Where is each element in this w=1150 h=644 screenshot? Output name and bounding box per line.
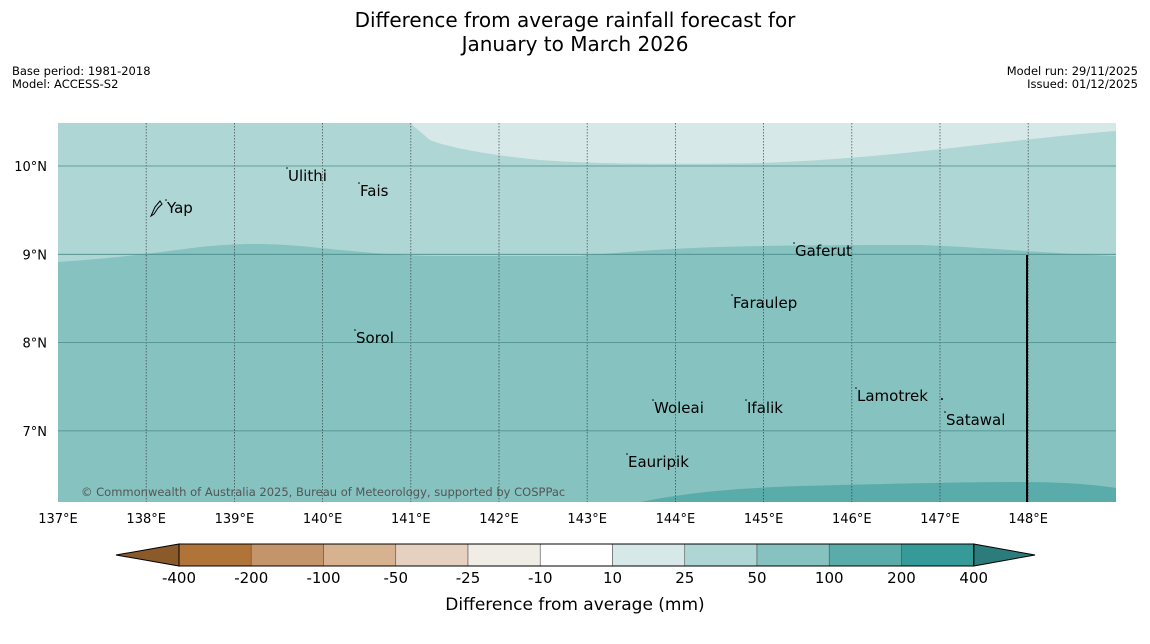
title-line-1: Difference from average rainfall forecas… [354, 8, 796, 32]
place-label-faraulep: Faraulep [733, 294, 797, 312]
island-marker [793, 242, 795, 244]
lon-tick-label: 138°E [126, 512, 166, 527]
island-marker [165, 199, 167, 201]
island-marker [354, 329, 356, 331]
place-label-eauripik: Eauripik [628, 453, 689, 471]
colorbar-tick-label: 100 [815, 569, 844, 587]
colorbar-segment [395, 543, 469, 567]
lat-tick-label: 8°N [23, 337, 48, 352]
lon-tick-label: 147°E [920, 512, 960, 527]
copyright-text: © Commonwealth of Australia 2025, Bureau… [81, 485, 565, 499]
island-marker [358, 182, 360, 184]
colorbar-tick-label: 400 [959, 569, 988, 587]
meta-left: Base period: 1981-2018 Model: ACCESS-S2 [12, 65, 151, 91]
place-label-lamotrek: Lamotrek [857, 387, 928, 405]
colorbar-segment [901, 543, 975, 567]
gridlines [58, 123, 1116, 502]
colorbar-segment [684, 543, 758, 567]
colorbar-legend: -400 -200 -100 -50 -25 -10 10 25 50 100 200 400 [115, 543, 1036, 587]
colorbar-extend-high [973, 543, 1036, 567]
island-marker [731, 294, 733, 296]
chart-title: Difference from average rainfall forecas… [0, 8, 1150, 56]
island-marker [944, 411, 946, 413]
lat-tick-label: 7°N [23, 425, 48, 440]
model-text: Model: ACCESS-S2 [12, 77, 119, 91]
place-label-ulithi: Ulithi [288, 167, 327, 185]
lon-tick-label: 139°E [215, 512, 255, 527]
lon-tick-label: 143°E [567, 512, 607, 527]
colorbar-segment [178, 543, 252, 567]
colorbar-tick-label: 25 [675, 569, 694, 587]
colorbar-segment [323, 543, 397, 567]
colorbar-segment [539, 543, 613, 567]
place-labels: Ulithi Fais Yap Gaferut Faraulep Sorol Woleai I… [149, 167, 1005, 471]
island-marker [626, 453, 628, 455]
colorbar-frame [178, 543, 975, 567]
island-marker [286, 167, 288, 169]
lon-tick-label: 140°E [303, 512, 343, 527]
colorbar-tick-label: -50 [384, 569, 409, 587]
place-label-sorol: Sorol [356, 329, 394, 347]
lon-tick-label: 146°E [832, 512, 872, 527]
island-marker [745, 399, 747, 401]
lat-tick-label: 9°N [23, 248, 48, 263]
colorbar-segment [756, 543, 830, 567]
lon-tick-label: 141°E [391, 512, 431, 527]
colorbar-segment [250, 543, 324, 567]
meta-right: Model run: 29/11/2025 Issued: 01/12/2025 [1007, 65, 1138, 91]
colorbar-tick-label: -100 [306, 569, 340, 587]
place-label-woleai: Woleai [654, 399, 704, 417]
island-marker [855, 387, 857, 389]
island-marker [652, 399, 654, 401]
colorbar-segment [467, 543, 541, 567]
title-line-2: January to March 2026 [461, 32, 689, 56]
colorbar-tick-label: 10 [603, 569, 622, 587]
lon-tick-label: 144°E [656, 512, 696, 527]
model-run-text: Model run: 29/11/2025 [1006, 64, 1138, 78]
colorbar-segment [612, 543, 686, 567]
lon-tick-label: 148°E [1008, 512, 1048, 527]
place-label-satawal: Satawal [946, 411, 1005, 429]
place-label-fais: Fais [360, 182, 389, 200]
base-period-text: Base period: 1981-2018 [12, 64, 151, 78]
legend-title: Difference from average (mm) [445, 595, 704, 615]
colorbar-tick-label: -400 [162, 569, 196, 587]
colorbar-extend-low [115, 543, 180, 567]
issued-text: Issued: 01/12/2025 [1027, 77, 1138, 91]
axis-labels: 137°E 138°E 139°E 140°E 141°E 142°E 143°E 144°E… [14, 160, 1048, 527]
colorbar-tick-label: -25 [456, 569, 481, 587]
colorbar-segment [828, 543, 902, 567]
region-10-25 [410, 123, 1116, 164]
lon-tick-label: 137°E [38, 512, 78, 527]
place-label-yap: Yap [166, 199, 193, 217]
lon-tick-label: 142°E [479, 512, 519, 527]
place-label-gaferut: Gaferut [795, 242, 852, 260]
colorbar-tick-label: -10 [528, 569, 553, 587]
island-marker [941, 398, 943, 400]
lon-tick-label: 145°E [744, 512, 784, 527]
colorbar-tick-label: 200 [887, 569, 916, 587]
colorbar-tick-label: -200 [234, 569, 268, 587]
place-label-ifalik: Ifalik [747, 399, 783, 417]
lat-tick-label: 10°N [14, 160, 47, 175]
colorbar-tick-label: 50 [747, 569, 766, 587]
region-100-200 [640, 482, 1116, 502]
yap-island-shape [149, 200, 163, 218]
